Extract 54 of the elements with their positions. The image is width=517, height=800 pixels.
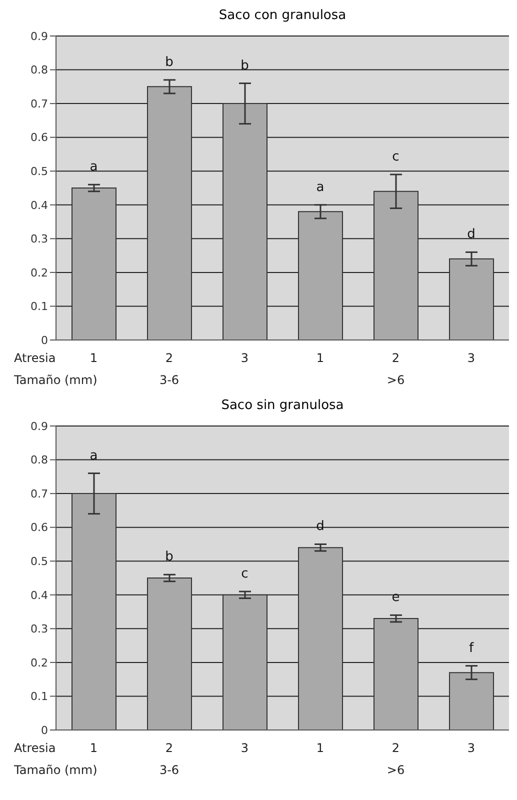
y-tick-label: 0.4 (30, 588, 48, 602)
annotation: c (392, 149, 400, 164)
chart-title: Saco sin granulosa (220, 398, 345, 415)
y-tick-label: 0.2 (30, 656, 48, 670)
y-tick-label: 0.5 (30, 165, 48, 178)
y-tick-label: 0.7 (30, 97, 48, 110)
text: Atresia (14, 741, 56, 755)
y-tick-label: 0 (41, 334, 48, 347)
y-tick-label: 0.3 (30, 622, 48, 636)
x-tick-label: 2 (392, 741, 400, 755)
text: Atresia (14, 351, 56, 365)
x-tick-label: 2 (392, 351, 400, 365)
y-tick-label: 0.8 (30, 454, 48, 467)
y-tick-label: 0.8 (30, 64, 48, 77)
y-tick-label: 0.7 (30, 487, 48, 500)
x-tick-label: 2 (165, 741, 174, 755)
x-tick-label: 2 (165, 351, 174, 365)
text: 3-6 (159, 373, 180, 387)
annotation: a (90, 448, 98, 464)
x-tick-label: 1 (316, 351, 324, 365)
x-tick-label: 3 (467, 741, 476, 755)
y-tick-label: 0.3 (30, 232, 48, 246)
x-tick-label: 3 (467, 351, 476, 365)
annotation: c (241, 566, 248, 582)
y-tick-label: 0.4 (30, 198, 48, 212)
annotation: a (316, 180, 324, 195)
x-tick-label: 3 (240, 741, 249, 755)
annotation: b (165, 54, 174, 70)
y-tick-label: 0 (41, 724, 48, 737)
y-tick-label: 0.1 (30, 300, 48, 314)
annotation: f (468, 640, 474, 656)
y-tick-label: 0.1 (30, 690, 48, 704)
chart-title: Saco con granulosa (218, 8, 348, 25)
bar (374, 618, 418, 730)
y-tick-label: 0.6 (30, 521, 48, 534)
y-tick-label: 0.9 (30, 30, 48, 43)
bar (298, 547, 343, 730)
x-tick-label: 1 (90, 741, 98, 755)
bar (222, 594, 268, 730)
text: 3-6 (159, 763, 180, 777)
text: >6 (386, 373, 405, 387)
x-tick-label: 1 (316, 741, 324, 755)
bar (72, 188, 116, 340)
text: >6 (386, 763, 405, 777)
x-tick-label: 3 (240, 351, 249, 365)
text: Tamaño (mm) (13, 763, 98, 777)
y-tick-label: 0.9 (30, 420, 48, 433)
x-tick-label: 1 (90, 351, 98, 365)
annotation: b (240, 58, 249, 74)
y-tick-label: 0.6 (30, 131, 48, 144)
y-tick-label: 0.2 (30, 266, 48, 280)
bar (147, 578, 192, 730)
y-tick-label: 0.5 (30, 555, 48, 568)
text: Tamaño (mm) (13, 373, 98, 387)
